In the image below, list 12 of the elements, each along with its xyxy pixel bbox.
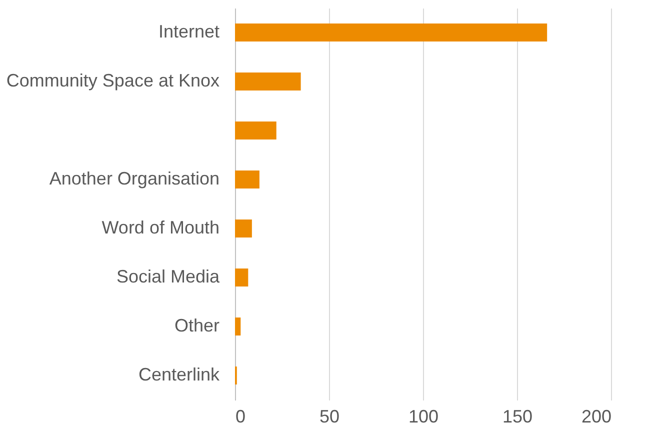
y-tick-label: Social Media	[116, 266, 220, 286]
y-tick-label: Internet	[158, 22, 220, 42]
y-tick-label: Community Space at Knox	[6, 70, 220, 90]
x-tick-label: 0	[236, 406, 246, 426]
y-tick-label: Another Organisation	[49, 168, 220, 188]
x-tick-label: 50	[319, 406, 340, 426]
y-tick-label: Other	[174, 316, 220, 336]
x-tick-label: 200	[581, 406, 612, 426]
y-tick-label: Word of Mouth	[102, 218, 220, 238]
x-tick-label: 150	[502, 406, 533, 426]
x-tick-label: 100	[408, 406, 439, 426]
y-tick-label: Centerlink	[138, 364, 220, 384]
